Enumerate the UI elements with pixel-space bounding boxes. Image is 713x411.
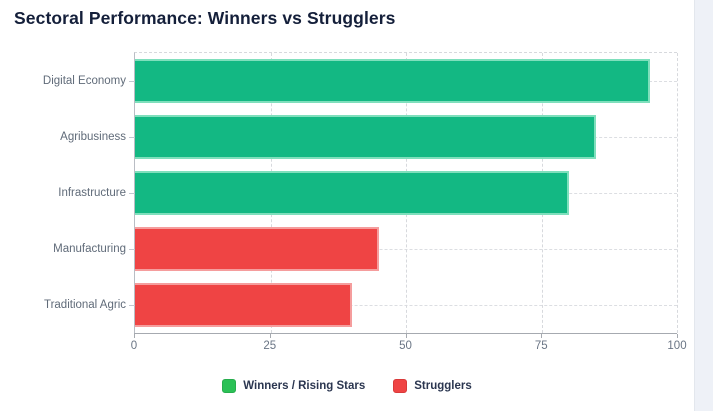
bar-manufacturing[interactable] bbox=[135, 227, 379, 271]
bar-traditional-agric[interactable] bbox=[135, 283, 352, 327]
category-label-digital-economy: Digital Economy bbox=[42, 75, 126, 87]
y-axis-tick bbox=[129, 249, 135, 250]
row-traditional-agric: Traditional Agric bbox=[44, 277, 677, 333]
x-tick-label-0: 0 bbox=[130, 340, 138, 352]
legend-swatch-strugglers bbox=[393, 379, 408, 393]
legend-label-strugglers: Strugglers bbox=[414, 380, 472, 392]
category-label-manufacturing: Manufacturing bbox=[53, 243, 126, 255]
x-tick-label-50: 50 bbox=[399, 340, 412, 352]
legend-label-winners-rising-stars: Winners / Rising Stars bbox=[243, 380, 366, 392]
chart-card: Sectoral Performance: Winners vs Struggl… bbox=[0, 8, 694, 393]
category-label-traditional-agric: Traditional Agric bbox=[43, 299, 126, 311]
legend: Winners / Rising Stars Strugglers bbox=[0, 379, 694, 393]
row-agribusiness: Agribusiness bbox=[60, 109, 677, 165]
category-label-infrastructure: Infrastructure bbox=[58, 187, 126, 199]
legend-item-winners-rising-stars[interactable]: Winners / Rising Stars bbox=[222, 379, 365, 393]
y-axis-tick bbox=[129, 193, 135, 194]
x-tick-mark-100 bbox=[677, 334, 678, 338]
gridline-x-100 bbox=[677, 53, 678, 333]
bar-digital-economy[interactable] bbox=[135, 59, 650, 103]
x-tick-mark-75 bbox=[541, 334, 543, 338]
x-tick-mark-50 bbox=[405, 334, 407, 338]
x-axis: 0 25 50 75 100 bbox=[131, 333, 687, 352]
chart-title: Sectoral Performance: Winners vs Struggl… bbox=[14, 8, 396, 28]
x-tick-label-100: 100 bbox=[667, 340, 687, 352]
page-background-strip bbox=[694, 0, 713, 411]
y-axis-tick bbox=[129, 137, 135, 138]
bar-infrastructure[interactable] bbox=[135, 171, 569, 215]
y-axis-tick bbox=[129, 305, 135, 306]
y-axis-tick bbox=[129, 81, 135, 82]
legend-swatch-winners-rising-stars bbox=[222, 379, 237, 393]
plot-area: Digital Economy Agribusiness Infrastructur… bbox=[43, 52, 678, 333]
row-digital-economy: Digital Economy bbox=[43, 53, 677, 109]
bar-agribusiness[interactable] bbox=[135, 115, 596, 159]
x-tick-mark-25 bbox=[269, 334, 271, 338]
x-tick-label-25: 25 bbox=[263, 340, 277, 352]
x-tick-mark-0 bbox=[134, 334, 135, 338]
category-label-agribusiness: Agribusiness bbox=[60, 131, 126, 143]
row-infrastructure: Infrastructure bbox=[58, 165, 677, 221]
bar-rows: Digital Economy Agribusiness Infrastructur… bbox=[43, 53, 677, 333]
legend-item-strugglers[interactable]: Strugglers bbox=[393, 379, 472, 393]
row-manufacturing: Manufacturing bbox=[53, 221, 677, 277]
x-tick-label-75: 75 bbox=[534, 340, 548, 352]
